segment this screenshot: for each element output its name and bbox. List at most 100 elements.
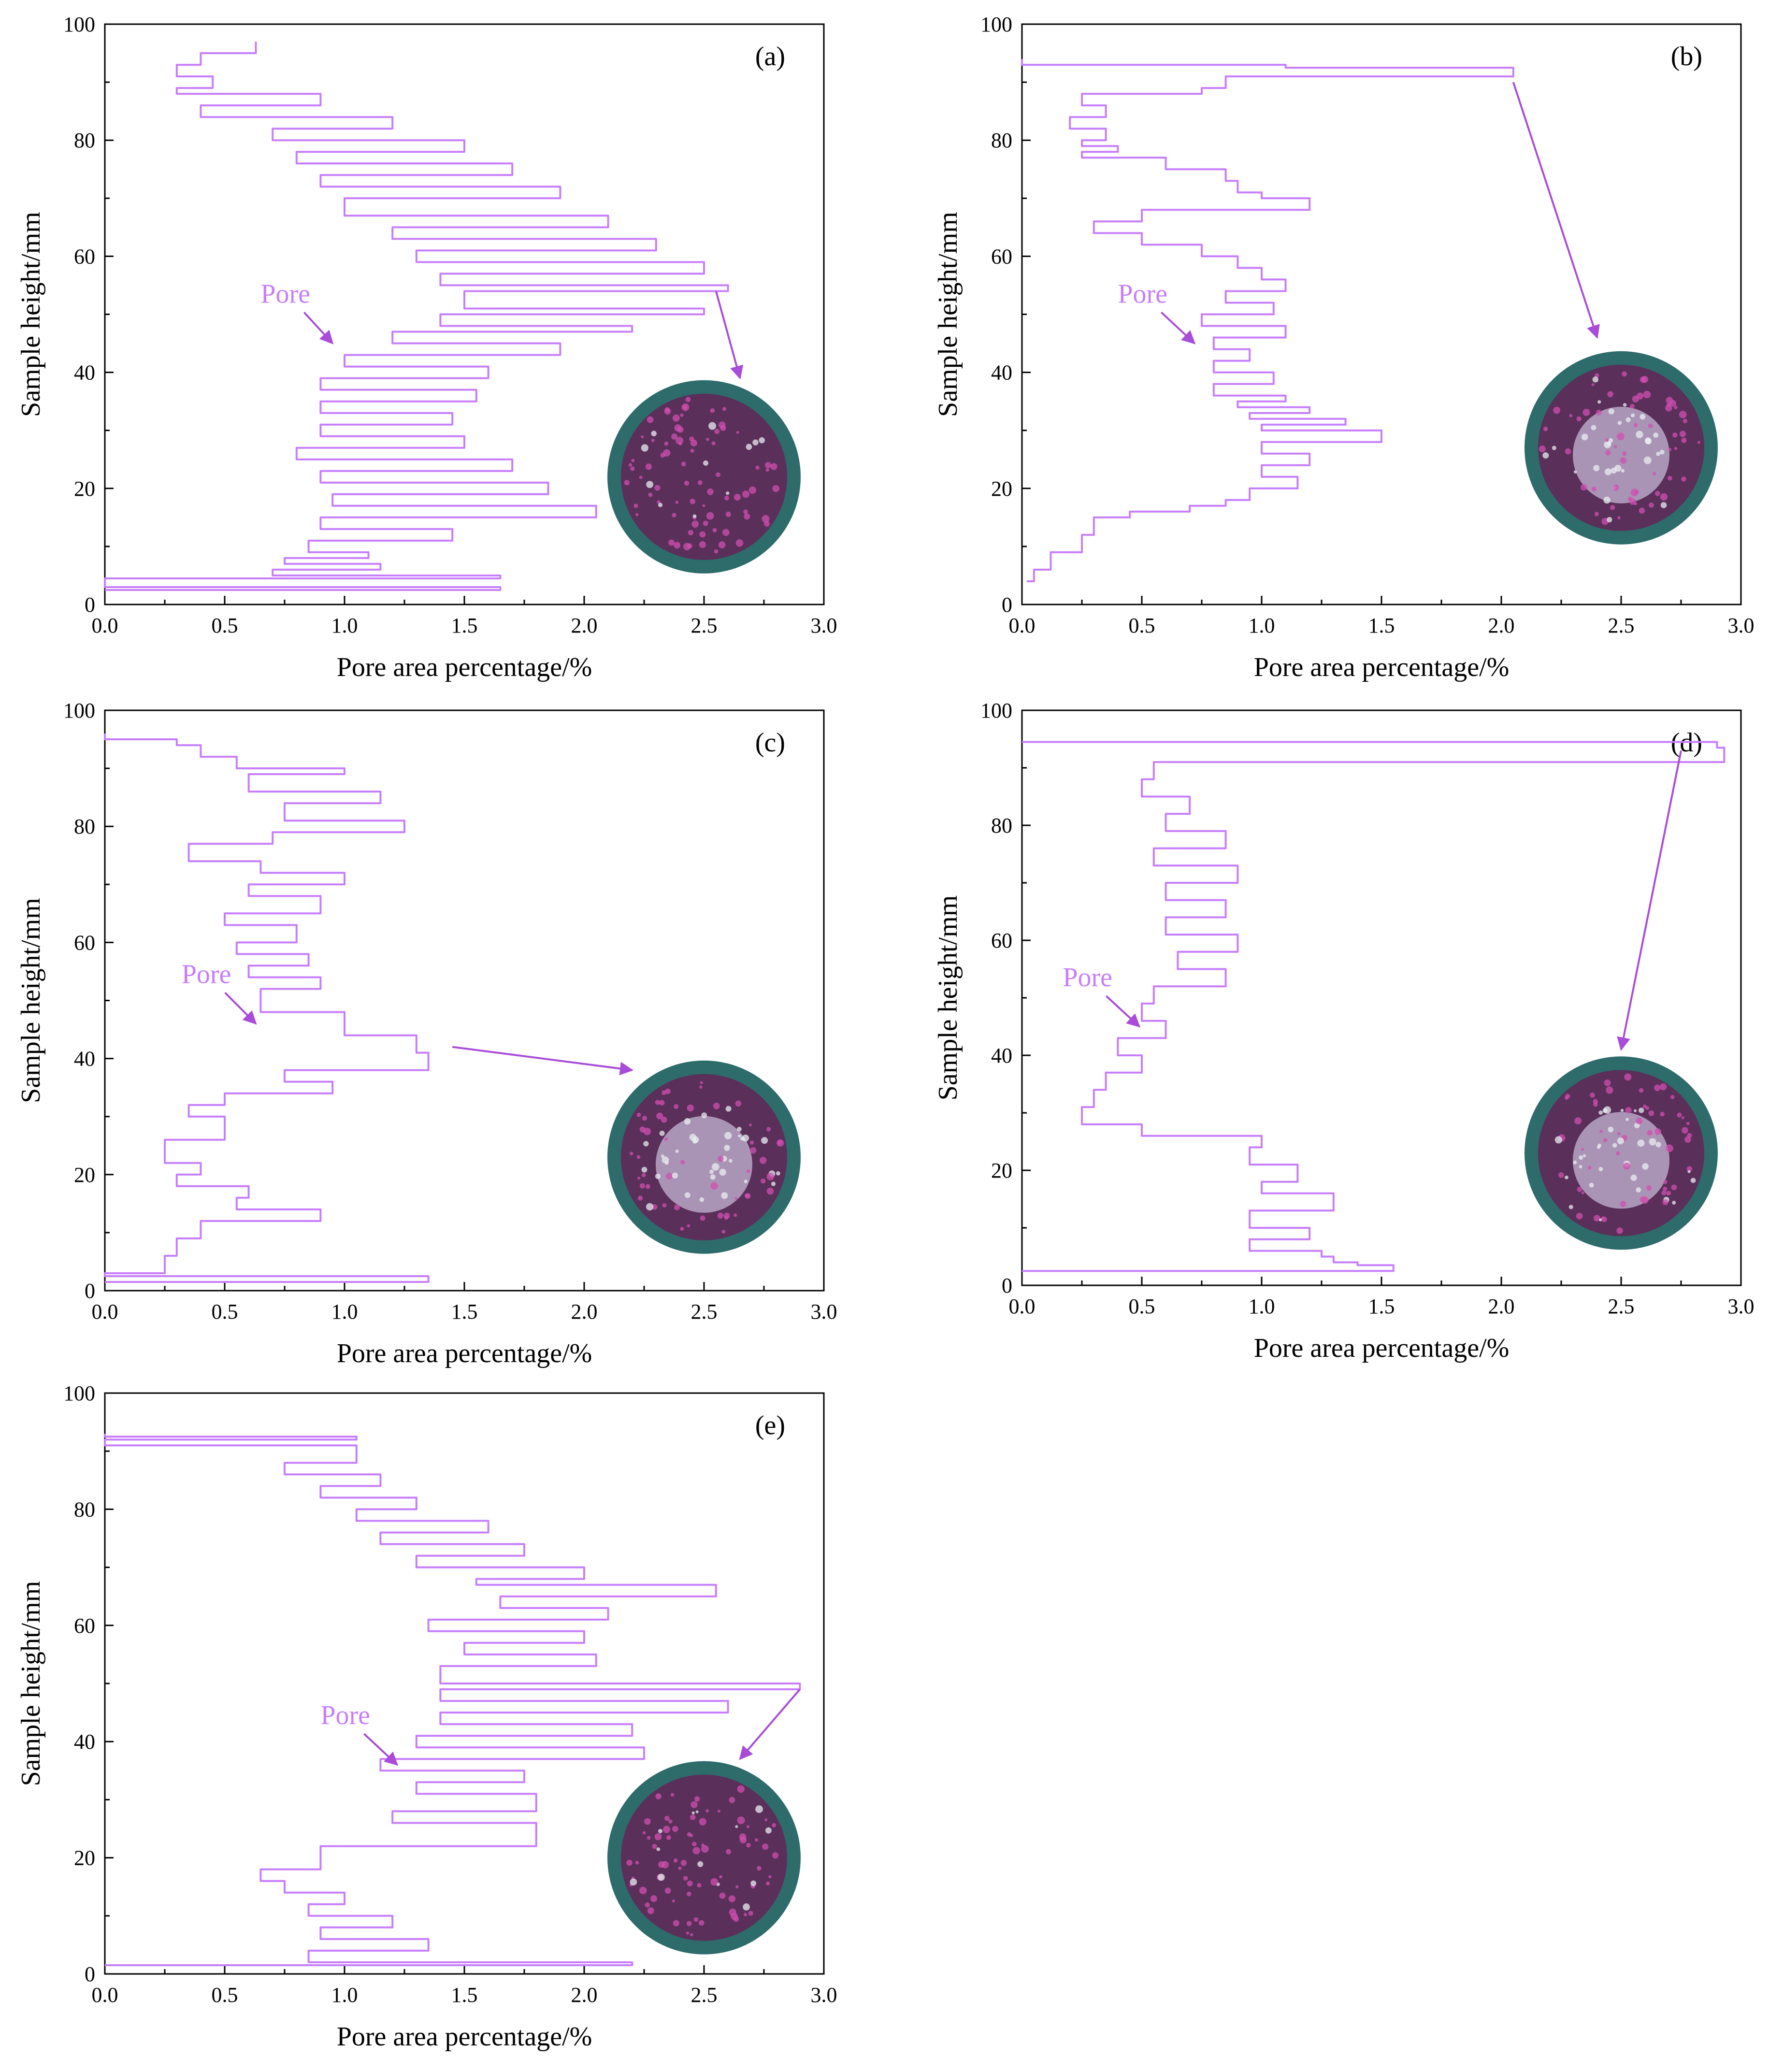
sample-speckle	[1574, 1117, 1582, 1124]
sample-speckle	[641, 1173, 646, 1178]
sample-speckle	[684, 480, 690, 486]
x-tick-label: 2.0	[1488, 1295, 1515, 1318]
sample-speckle	[1596, 409, 1602, 416]
sample-speckle	[650, 1895, 658, 1902]
sample-speckle	[664, 407, 670, 413]
x-tick-label: 1.5	[1368, 614, 1395, 637]
sample-speckle	[746, 444, 752, 450]
sample-speckle	[691, 520, 699, 528]
sample-speckle	[675, 501, 679, 504]
sample-speckle	[635, 1861, 639, 1865]
sample-speckle	[724, 1132, 732, 1139]
sample-speckle	[1607, 391, 1613, 398]
sample-speckle	[765, 1881, 770, 1885]
sample-speckle	[1593, 465, 1600, 472]
sample-speckle	[692, 514, 697, 518]
sample-speckle	[1587, 1166, 1592, 1170]
sample-speckle	[739, 1836, 747, 1843]
sample-speckle	[695, 1810, 699, 1813]
inset-pointer-arrow	[715, 290, 744, 380]
sample-speckle	[1620, 1108, 1624, 1112]
sample-speckle	[689, 1134, 697, 1141]
sample-speckle	[699, 1818, 706, 1826]
pore-series-line	[104, 42, 729, 591]
sample-speckle	[1577, 1187, 1582, 1192]
sample-speckle	[720, 425, 726, 431]
sample-speckle	[735, 1825, 738, 1828]
y-tick-label: 80	[74, 1497, 95, 1521]
sample-speckle	[1616, 432, 1625, 441]
sample-speckle	[1594, 1215, 1600, 1222]
sample-speckle	[1598, 1110, 1603, 1115]
x-tick-label: 2.0	[571, 1300, 598, 1324]
sample-speckle	[1690, 1178, 1696, 1183]
sample-speckle	[690, 1814, 696, 1820]
sample-speckle	[719, 1892, 726, 1899]
sample-speckle	[687, 1104, 694, 1112]
sample-speckle	[687, 1891, 691, 1897]
sample-speckle	[755, 1805, 763, 1813]
sample-speckle	[1591, 486, 1596, 492]
sample-speckle	[1637, 1139, 1645, 1147]
pore-annotation-arrow	[224, 992, 257, 1025]
sample-speckle	[743, 509, 748, 515]
y-tick-label: 60	[74, 1614, 95, 1638]
x-tick-label: 1.5	[1368, 1295, 1395, 1318]
sample-speckle	[725, 1106, 732, 1112]
sample-speckle	[743, 1913, 748, 1916]
sample-speckle	[671, 433, 677, 440]
sample-speckle	[687, 1224, 690, 1228]
sample-speckle	[1643, 456, 1652, 464]
x-tick-label: 3.0	[1728, 614, 1755, 637]
sample-speckle	[1630, 413, 1635, 417]
x-tick-label: 1.0	[331, 614, 358, 637]
sample-speckle	[735, 539, 744, 547]
sample-speckle	[647, 1907, 654, 1914]
x-tick-label: 2.0	[571, 614, 598, 637]
sample-speckle	[1682, 1127, 1688, 1134]
y-tick-label: 40	[74, 1047, 95, 1071]
sample-speckle	[1679, 431, 1686, 437]
sample-speckle	[757, 1866, 762, 1871]
sample-speckle	[1684, 1136, 1691, 1143]
sample-speckle	[1608, 1126, 1614, 1133]
sample-speckle	[1617, 1137, 1624, 1145]
sample-speckle	[673, 1858, 678, 1863]
sample-speckle	[724, 495, 729, 501]
sample-speckle	[742, 490, 749, 498]
x-tick-label: 0.5	[1129, 614, 1155, 637]
sample-speckle	[1597, 400, 1601, 404]
x-tick-label: 1.5	[451, 1983, 478, 2007]
sample-speckle	[1603, 496, 1611, 504]
sample-speckle	[1593, 1102, 1598, 1107]
sample-speckle	[1636, 431, 1643, 438]
x-tick-label: 0.0	[92, 1983, 118, 2007]
sample-speckle	[733, 494, 741, 501]
sample-speckle	[744, 513, 750, 520]
pore-annotation-arrow	[1161, 312, 1196, 345]
sample-light-center	[1573, 406, 1669, 504]
sample-speckle	[674, 542, 681, 549]
sample-speckle	[1552, 446, 1556, 450]
sample-speckle	[659, 1130, 665, 1136]
sample-speckle	[664, 441, 669, 446]
sample-speckle	[684, 1192, 690, 1198]
sample-speckle	[645, 1184, 650, 1189]
sample-speckle	[1602, 1108, 1608, 1113]
sample-speckle	[637, 1176, 641, 1180]
sample-speckle	[655, 1173, 661, 1180]
sample-speckle	[662, 1826, 671, 1833]
sample-speckle	[764, 1818, 768, 1822]
sample-speckle	[1554, 1136, 1562, 1144]
sample-speckle	[674, 1104, 679, 1109]
pore-annotation-arrow	[1105, 995, 1141, 1028]
sample-speckle	[1654, 490, 1660, 496]
sample-speckle	[1654, 1084, 1661, 1091]
x-tick-label: 2.5	[1608, 614, 1635, 637]
sample-speckle	[1636, 1187, 1641, 1193]
sample-speckle	[705, 1809, 709, 1813]
sample-speckle	[1648, 423, 1653, 429]
sample-speckle	[699, 531, 706, 538]
x-tick-label: 0.0	[1009, 614, 1036, 637]
sample-speckle	[697, 1883, 702, 1888]
